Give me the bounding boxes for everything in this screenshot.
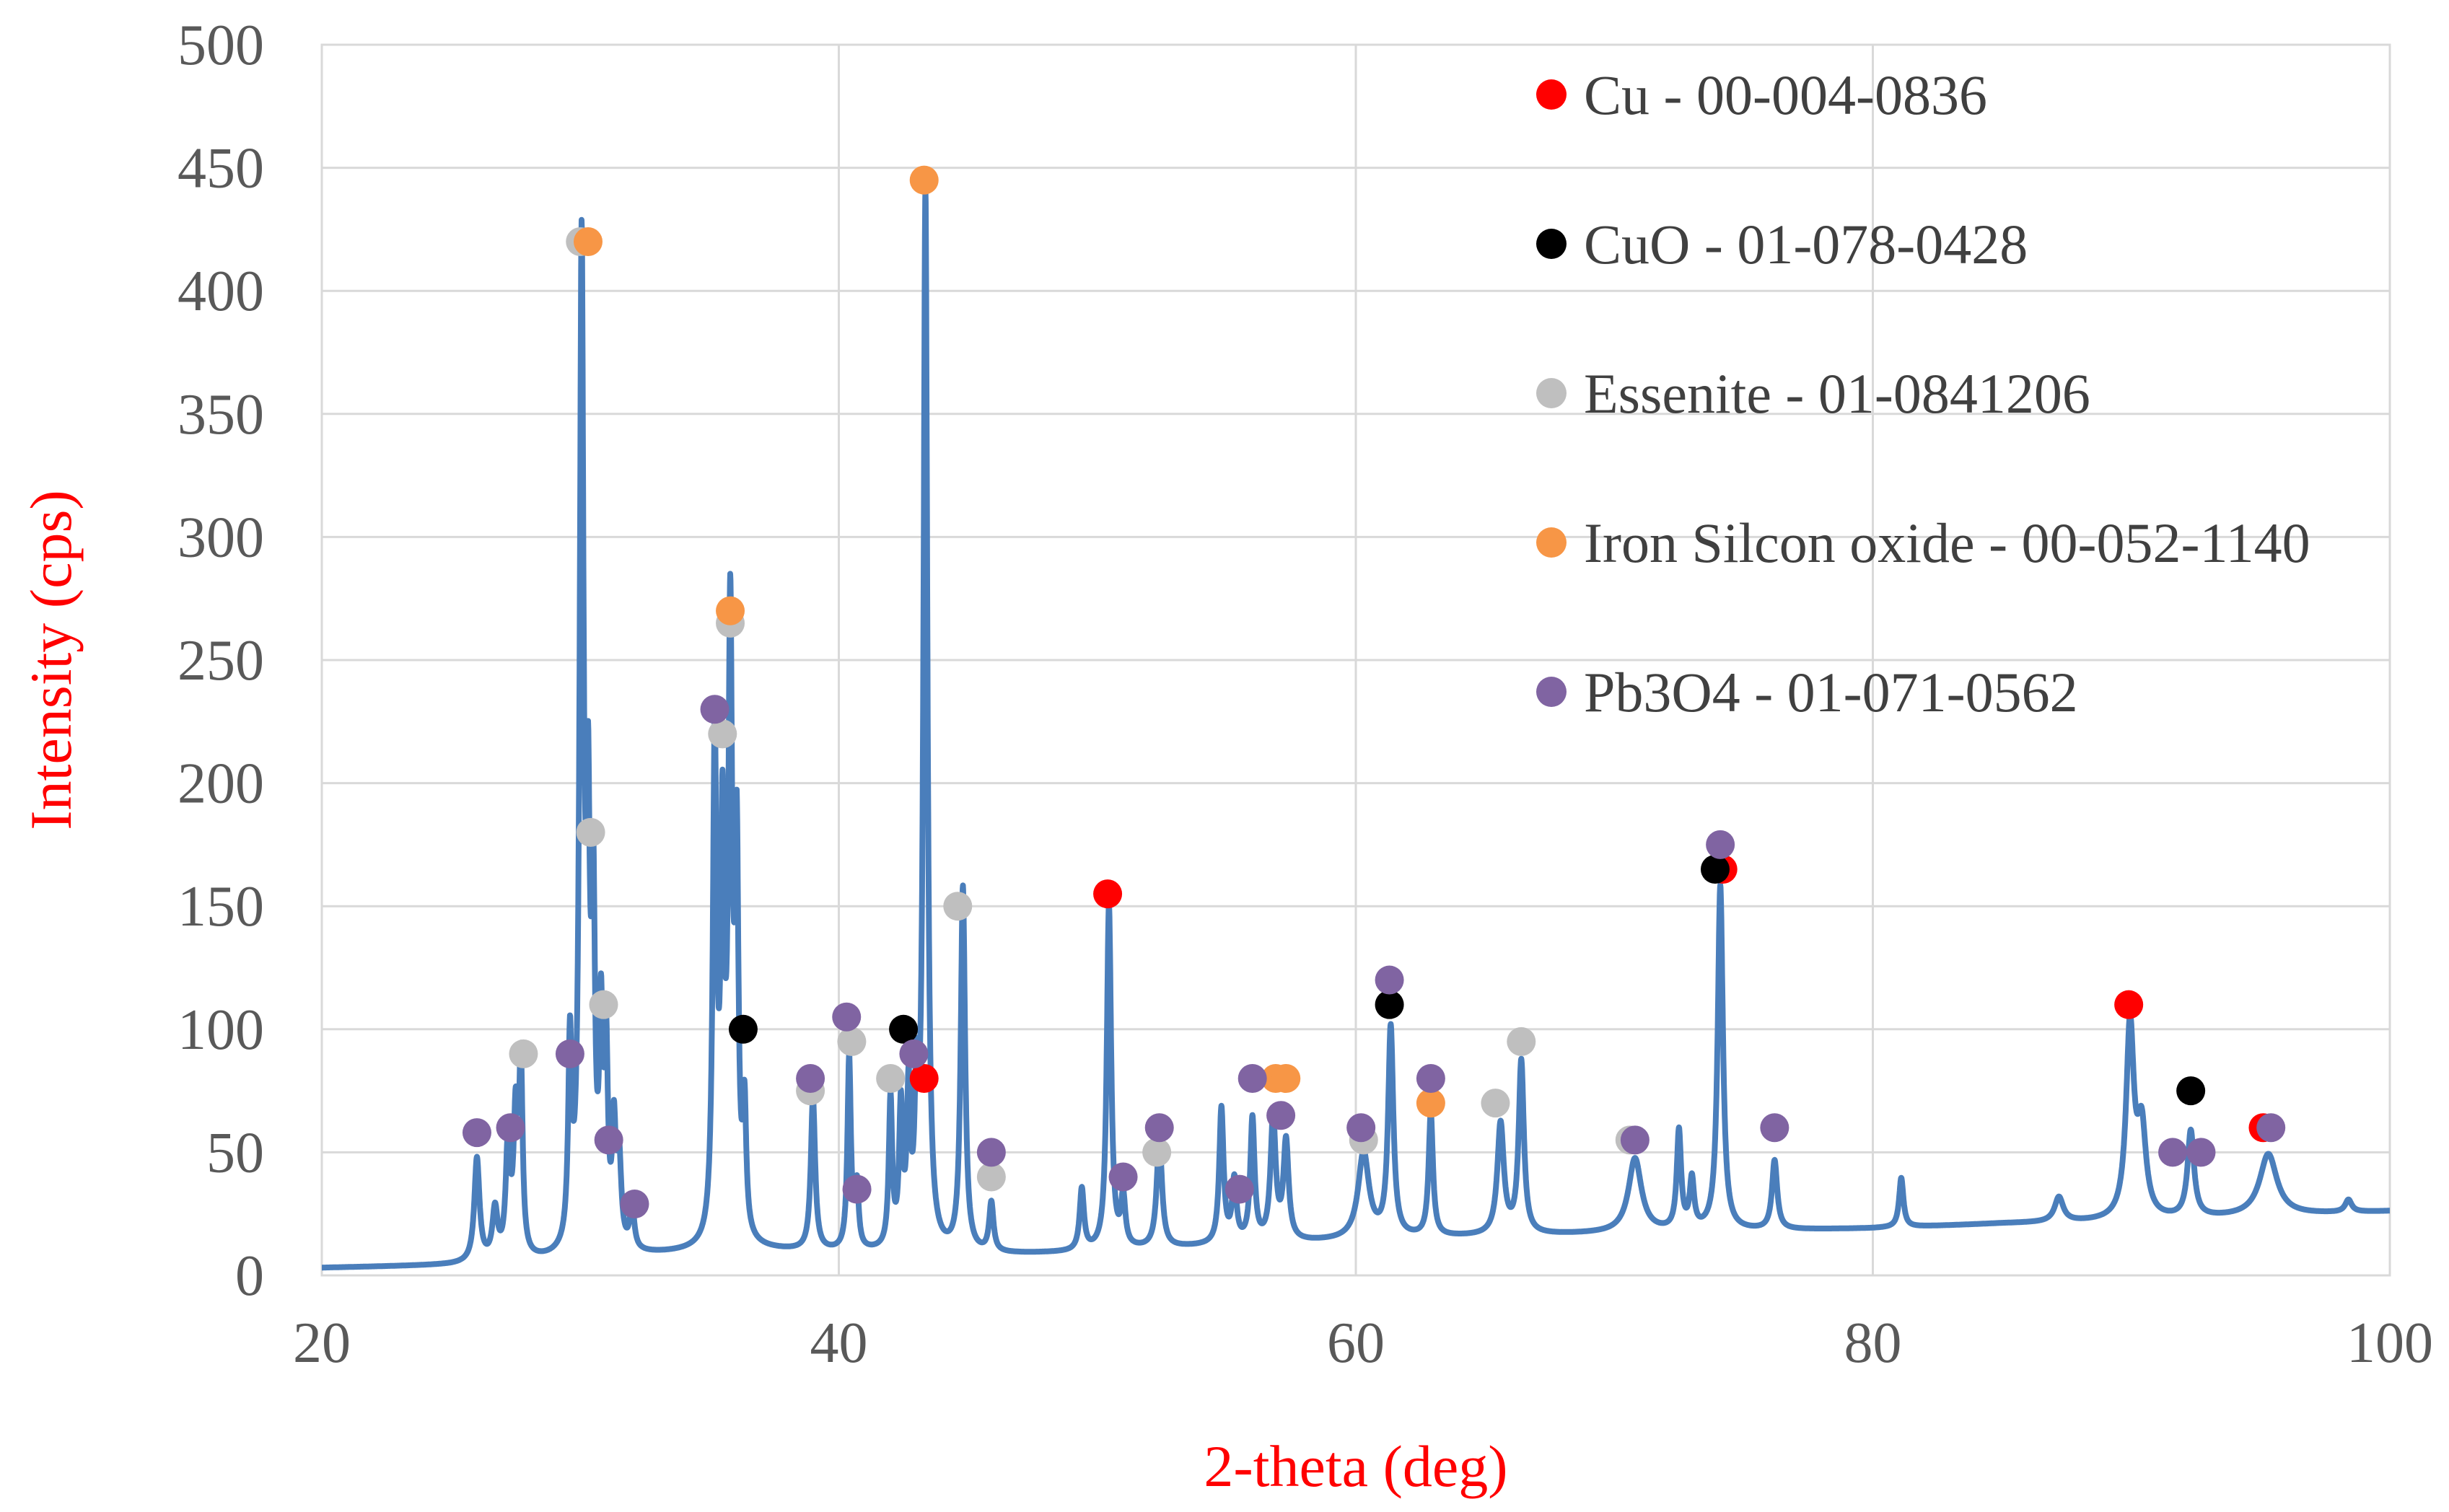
plot-area-border bbox=[320, 43, 2391, 1277]
legend-label-cu: Cu - 00-004-0836 bbox=[1584, 63, 1987, 126]
phase-markers bbox=[462, 165, 2286, 1219]
marker-essenite bbox=[943, 892, 973, 921]
y-axis-ticks: 0 50 100 150 200 250 300 350 400 450 500 bbox=[178, 14, 264, 1308]
marker-pb3o4 bbox=[899, 1039, 929, 1068]
y-tick-label: 500 bbox=[178, 14, 264, 77]
x-axis-title: 2-theta (deg) bbox=[1204, 1433, 1507, 1499]
marker-pb3o4 bbox=[1416, 1064, 1445, 1094]
marker-pb3o4 bbox=[1237, 1064, 1267, 1094]
marker-essenite bbox=[976, 1162, 1006, 1192]
y-tick-label: 450 bbox=[178, 137, 264, 201]
legend-label-pb3o4: Pb3O4 - 01-071-0562 bbox=[1584, 661, 2078, 724]
legend-marker-cuo bbox=[1536, 229, 1567, 259]
marker-pb3o4 bbox=[1706, 830, 1735, 859]
y-tick-label: 0 bbox=[235, 1244, 264, 1308]
y-tick-label: 400 bbox=[178, 260, 264, 323]
legend-marker-essenite bbox=[1536, 378, 1567, 408]
marker-pb3o4 bbox=[976, 1138, 1006, 1167]
marker-essenite bbox=[876, 1064, 906, 1094]
marker-essenite bbox=[1507, 1027, 1536, 1056]
marker-essenite bbox=[1142, 1138, 1172, 1167]
marker-pb3o4 bbox=[1346, 1113, 1376, 1143]
x-tick-label: 100 bbox=[2347, 1311, 2433, 1375]
marker-cuo bbox=[2176, 1076, 2206, 1106]
marker-iron_silicon bbox=[1271, 1064, 1301, 1094]
marker-essenite bbox=[509, 1039, 538, 1068]
y-tick-label: 250 bbox=[178, 629, 264, 693]
x-tick-label: 40 bbox=[810, 1311, 868, 1375]
marker-pb3o4 bbox=[1760, 1113, 1789, 1143]
x-tick-label: 80 bbox=[1844, 1311, 1902, 1375]
legend-marker-pb3o4 bbox=[1536, 677, 1567, 707]
marker-cu bbox=[909, 1064, 939, 1094]
marker-iron_silicon bbox=[573, 227, 603, 256]
marker-cu bbox=[2114, 990, 2144, 1019]
x-tick-label: 60 bbox=[1327, 1311, 1385, 1375]
marker-pb3o4 bbox=[496, 1113, 525, 1143]
marker-pb3o4 bbox=[462, 1118, 491, 1148]
y-axis-title: Intensity (cps) bbox=[18, 490, 84, 830]
marker-iron_silicon bbox=[1416, 1089, 1445, 1118]
marker-pb3o4 bbox=[594, 1125, 623, 1155]
marker-pb3o4 bbox=[832, 1002, 862, 1032]
marker-essenite bbox=[589, 990, 618, 1019]
marker-essenite bbox=[708, 719, 737, 749]
marker-cuo bbox=[728, 1014, 758, 1044]
y-tick-label: 200 bbox=[178, 752, 264, 816]
marker-pb3o4 bbox=[1266, 1101, 1296, 1130]
marker-pb3o4 bbox=[842, 1174, 872, 1204]
marker-iron_silicon bbox=[909, 165, 939, 195]
marker-pb3o4 bbox=[700, 695, 730, 724]
legend-label-cuo: CuO - 01-078-0428 bbox=[1584, 213, 2028, 276]
marker-pb3o4 bbox=[620, 1190, 649, 1219]
marker-essenite bbox=[1481, 1089, 1510, 1118]
marker-pb3o4 bbox=[1144, 1113, 1174, 1143]
legend: Cu - 00-004-0836 CuO - 01-078-0428 Essenit… bbox=[1536, 63, 2310, 724]
marker-pb3o4 bbox=[555, 1039, 584, 1068]
marker-pb3o4 bbox=[1224, 1174, 1254, 1204]
marker-pb3o4 bbox=[2186, 1138, 2216, 1167]
marker-essenite bbox=[837, 1027, 867, 1056]
marker-pb3o4 bbox=[2158, 1138, 2188, 1167]
y-tick-label: 150 bbox=[178, 875, 264, 939]
legend-label-iron_silicon: Iron Silcon oxide - 00-052-1140 bbox=[1584, 511, 2310, 574]
y-tick-label: 100 bbox=[178, 998, 264, 1062]
marker-cu bbox=[1093, 879, 1123, 909]
marker-pb3o4 bbox=[1375, 965, 1404, 995]
legend-marker-iron_silicon bbox=[1536, 527, 1567, 558]
marker-pb3o4 bbox=[796, 1064, 825, 1094]
legend-marker-cu bbox=[1536, 79, 1567, 110]
xrd-pattern-line bbox=[319, 185, 2393, 1271]
marker-cuo bbox=[1700, 855, 1730, 884]
marker-cuo bbox=[1375, 990, 1404, 1019]
x-axis-ticks: 20 40 60 80 100 bbox=[293, 1311, 2433, 1375]
marker-pb3o4 bbox=[2256, 1113, 2286, 1143]
y-tick-label: 300 bbox=[178, 506, 264, 569]
marker-cuo bbox=[889, 1014, 919, 1044]
legend-label-essenite: Essenite - 01-0841206 bbox=[1584, 362, 2090, 425]
marker-pb3o4 bbox=[1108, 1162, 1138, 1192]
x-tick-label: 20 bbox=[293, 1311, 351, 1375]
marker-pb3o4 bbox=[1620, 1125, 1650, 1155]
y-tick-label: 50 bbox=[206, 1121, 264, 1184]
marker-iron_silicon bbox=[716, 596, 745, 625]
marker-essenite bbox=[576, 817, 605, 847]
y-tick-label: 350 bbox=[178, 383, 264, 447]
